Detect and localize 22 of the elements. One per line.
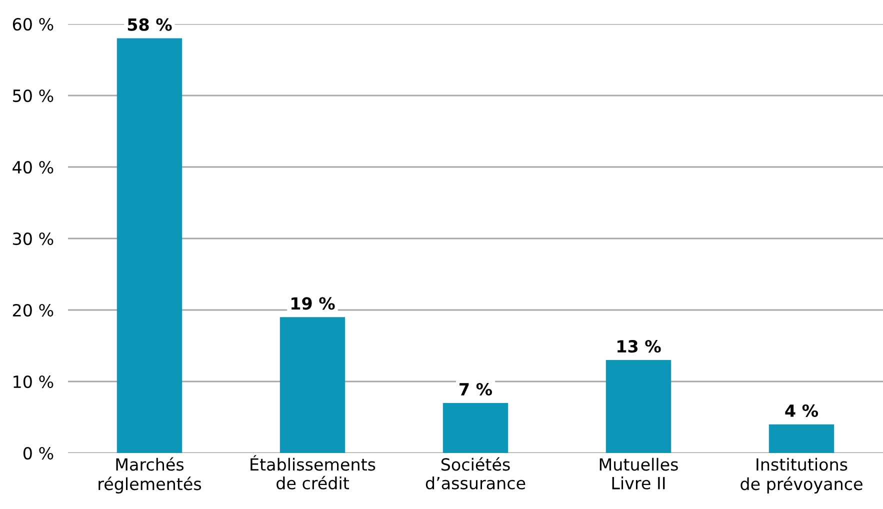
bar [280,317,346,453]
y-tick-label: 30 % [13,232,54,246]
y-tick-label: 10 % [14,375,54,388]
y-tick-label: 20 % [12,304,54,317]
data-label: 13 % [618,340,661,353]
x-tick-label: Sociétés d’assurance [426,457,526,490]
bar [442,402,508,453]
data-label: 7 % [460,382,492,396]
y-tick-label: 60 % [12,18,54,31]
y-tick-label: 50 % [13,89,54,102]
y-tick-label: 0 % [23,446,54,460]
x-tick-label: Institutions de prévoyance [740,458,862,494]
data-label: 4 % [785,404,818,418]
data-label: 19 % [292,297,335,310]
x-tick-label: Établissements de crédit [250,455,376,490]
x-tick-label: Mutuelles Livre II [600,458,678,490]
bar [606,360,672,453]
bar [116,38,182,453]
y-tick-label: 40 % [12,160,54,174]
data-label: 58 % [128,18,172,31]
x-tick-label: Marchés réglementés [98,457,202,494]
bar [768,424,834,453]
